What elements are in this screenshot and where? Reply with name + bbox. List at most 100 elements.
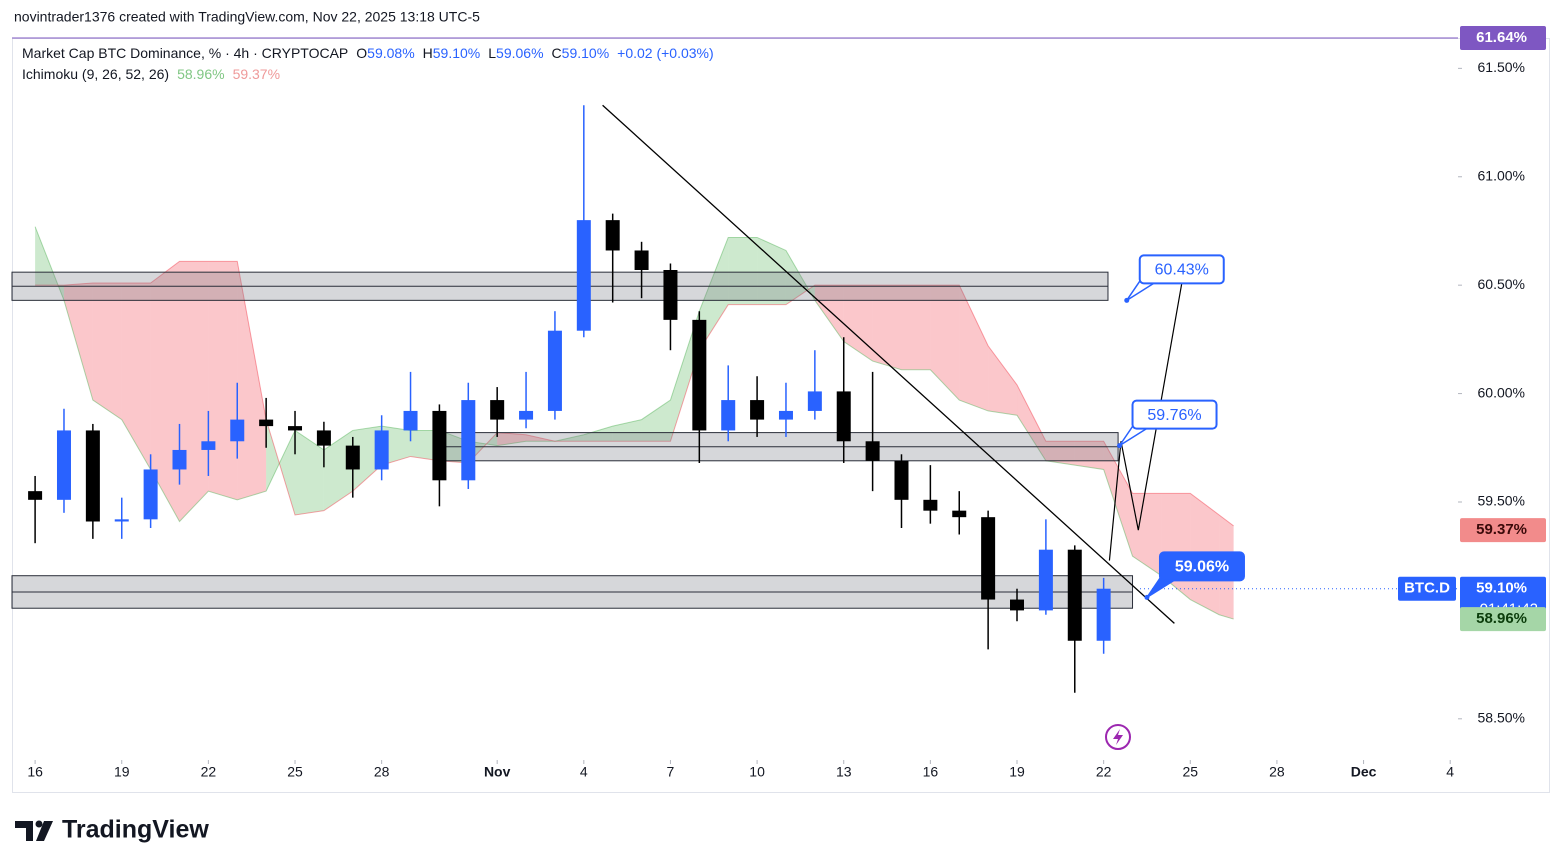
cloud-segment bbox=[785, 250, 815, 305]
candle-body bbox=[230, 419, 245, 442]
cloud-segment bbox=[63, 283, 93, 401]
callout-label: 59.76% bbox=[1147, 407, 1201, 424]
cloud-segment bbox=[699, 237, 729, 351]
cloud-span-b bbox=[35, 260, 1234, 527]
symbol-label: BTC.D bbox=[1404, 580, 1450, 597]
candle-body bbox=[865, 441, 880, 461]
candle-body bbox=[1096, 588, 1111, 641]
cloud-segment bbox=[35, 226, 64, 301]
cloud-segment bbox=[612, 419, 642, 442]
candle-body bbox=[85, 430, 100, 522]
o-label: O bbox=[356, 45, 367, 61]
x-tick-label: 7 bbox=[667, 764, 675, 780]
indicator-legend: Ichimoku (9, 26, 52, 26) 58.96% 59.37% bbox=[22, 66, 280, 82]
callout-box bbox=[1131, 399, 1218, 430]
price-label: 59.37% bbox=[1476, 521, 1527, 538]
cloud-segment bbox=[208, 261, 238, 500]
x-tick-label: 22 bbox=[1096, 764, 1112, 780]
cloud-segment bbox=[410, 430, 440, 461]
candle-body bbox=[201, 441, 216, 450]
candle-body bbox=[345, 445, 360, 470]
cloud-segment bbox=[670, 311, 700, 442]
logo bbox=[15, 820, 53, 841]
cloud-segment bbox=[381, 426, 411, 466]
cloud-segment bbox=[728, 237, 758, 305]
callout-anchor bbox=[1144, 594, 1150, 600]
candle-body bbox=[981, 517, 996, 600]
cloud-segment bbox=[526, 434, 555, 442]
symbol: Market Cap BTC Dominance, % · 4h · CRYPT… bbox=[22, 45, 348, 61]
trendline bbox=[602, 104, 1175, 624]
cloud-segment bbox=[959, 285, 989, 411]
cloud-segment bbox=[757, 237, 786, 305]
y-tick-label: 60.50% bbox=[1478, 276, 1525, 292]
cloud-segment bbox=[843, 285, 873, 362]
candle-body bbox=[374, 430, 389, 470]
x-tick-label: 10 bbox=[749, 764, 765, 780]
cloud-segment bbox=[237, 261, 267, 500]
projection bbox=[1108, 267, 1186, 561]
x-tick-label: 19 bbox=[1009, 764, 1025, 780]
x-tick-label: 25 bbox=[287, 764, 303, 780]
y-tick-label: 60.00% bbox=[1478, 384, 1525, 400]
candle-body bbox=[172, 449, 187, 470]
plot: 61.50% 61.00% 60.50% 60.00% 59.50% 58.50% 16 19… bbox=[11, 26, 1546, 780]
candle-body bbox=[1010, 599, 1025, 611]
cloud-segment bbox=[814, 285, 844, 342]
cloud-segment bbox=[266, 419, 296, 515]
x-tick-label: 22 bbox=[201, 764, 217, 780]
candle-body bbox=[1038, 549, 1053, 611]
price-label: 59.10% bbox=[1476, 580, 1527, 597]
cloud-segment bbox=[468, 432, 498, 463]
callout-label: 60.43% bbox=[1155, 262, 1209, 279]
cloud-segment bbox=[988, 345, 1018, 416]
price-label-box bbox=[1460, 26, 1546, 50]
lead2: 59.37% bbox=[233, 66, 280, 82]
candle-body bbox=[923, 499, 938, 511]
x-tick-label: 16 bbox=[923, 764, 939, 780]
l-label: L bbox=[488, 45, 496, 61]
callout-anchor bbox=[1124, 297, 1130, 303]
candle-body bbox=[576, 220, 591, 331]
h-value: 59.10% bbox=[433, 45, 480, 61]
alert-icon[interactable] bbox=[1105, 724, 1131, 750]
cloud-segment bbox=[930, 285, 960, 401]
cloud-segment bbox=[352, 426, 382, 492]
candle-body bbox=[114, 519, 129, 522]
cloud-segment bbox=[1045, 441, 1075, 466]
c-label: C bbox=[552, 45, 562, 61]
c-value: 59.10% bbox=[562, 45, 609, 61]
x-tick-label: 28 bbox=[1269, 764, 1285, 780]
candle-body bbox=[721, 400, 736, 431]
cloud-segment bbox=[1074, 441, 1104, 470]
candle-body bbox=[143, 469, 158, 520]
candle-body bbox=[1067, 549, 1082, 641]
price-label: 61.64% bbox=[1476, 29, 1527, 46]
y-tick-label: 58.50% bbox=[1478, 710, 1525, 726]
candle-body bbox=[519, 410, 534, 420]
candle-body bbox=[750, 400, 765, 420]
cloud-segment bbox=[554, 434, 584, 442]
h-label: H bbox=[423, 45, 433, 61]
candle-body bbox=[952, 510, 967, 518]
candle-body bbox=[316, 430, 331, 446]
callout-box bbox=[1138, 254, 1225, 285]
indicator-name: Ichimoku (9, 26, 52, 26) bbox=[22, 66, 169, 82]
x-tick-label: 28 bbox=[374, 764, 390, 780]
x-tick-label: Nov bbox=[484, 764, 511, 780]
candle-body bbox=[663, 269, 678, 320]
price-label: 58.96% bbox=[1476, 610, 1527, 627]
x-tick-label: 4 bbox=[580, 764, 588, 780]
cloud-segment bbox=[641, 400, 671, 442]
cloud-segment bbox=[323, 430, 353, 511]
candle-body bbox=[288, 426, 303, 431]
callout-box bbox=[1158, 551, 1245, 582]
x-tick-label: 13 bbox=[836, 764, 852, 780]
candle-body bbox=[778, 410, 793, 420]
candle-body bbox=[28, 491, 43, 500]
candle-body bbox=[605, 220, 620, 251]
y-tick-label: 61.00% bbox=[1478, 167, 1525, 183]
